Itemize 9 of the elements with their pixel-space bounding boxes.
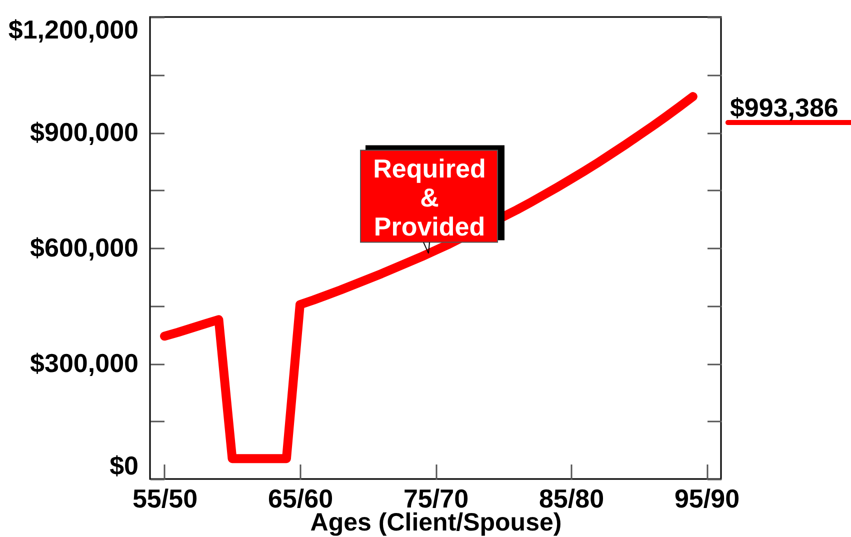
y-tick-label: $1,200,000 bbox=[8, 14, 138, 44]
y-tick-label: $300,000 bbox=[30, 348, 138, 378]
annotation: Required & Provided bbox=[373, 153, 486, 242]
x-tick-label: 55/50 bbox=[132, 484, 198, 514]
y-tick-label: $0 bbox=[110, 450, 138, 480]
y-tick-label: $900,000 bbox=[30, 117, 138, 147]
x-tick-label: 95/90 bbox=[674, 484, 740, 514]
y-tick-label: $600,000 bbox=[30, 232, 138, 262]
data-label: $993,386 bbox=[730, 92, 838, 123]
